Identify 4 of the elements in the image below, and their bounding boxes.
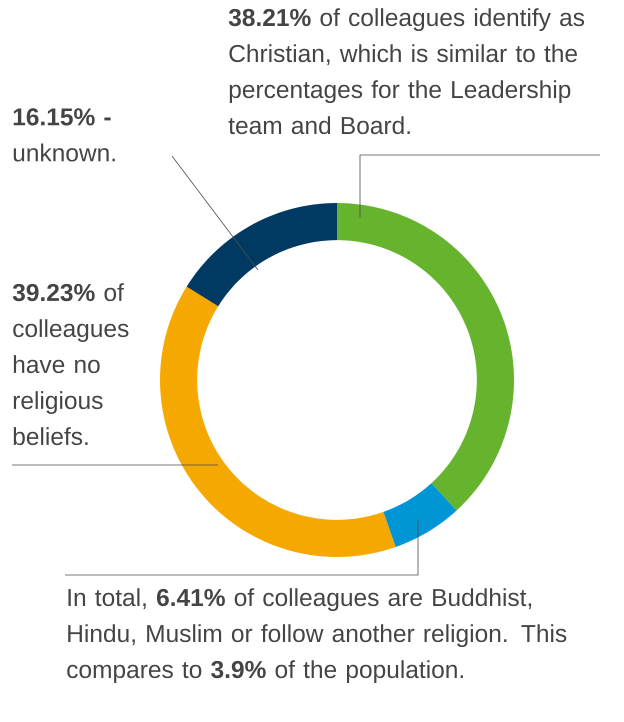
text: 16.15% - unknown. [14,108,115,162]
text: 38.21% of colleagues identify as Christian, which is similar to the percentages for the Leadership team and Board. [228,8,584,134]
text: In total, 6.41% of colleagues are Buddhist, Hindu, Muslim or follow another religion. This compares to 3.9% of the population. [67,588,566,684]
text: 39.23% of colleagues have no religious beliefs. [12,283,128,446]
